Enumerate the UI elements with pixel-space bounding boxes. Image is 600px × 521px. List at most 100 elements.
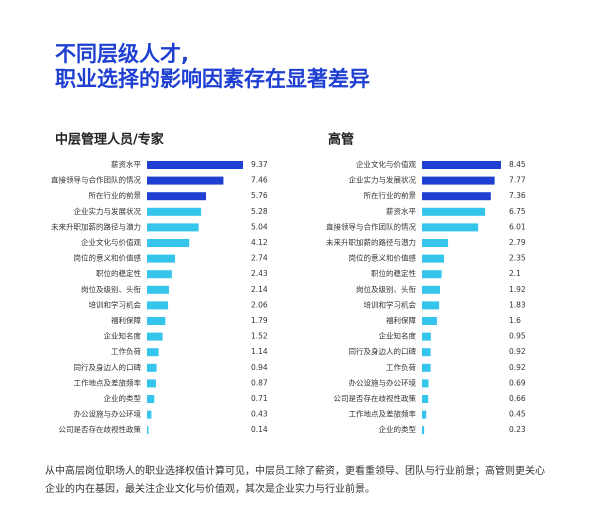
value-label: 2.14 xyxy=(251,285,268,294)
bar xyxy=(422,332,431,341)
category-label: 工作地点及差旅频率 xyxy=(349,409,417,419)
value-label: 2.35 xyxy=(509,254,526,263)
category-label: 岗位及级别、头衔 xyxy=(356,284,416,294)
bar xyxy=(147,395,155,403)
value-label: 9.37 xyxy=(251,160,268,169)
bar xyxy=(422,379,429,388)
value-label: 6.01 xyxy=(509,222,526,231)
value-label: 0.43 xyxy=(251,410,268,419)
bar xyxy=(147,426,149,435)
bar xyxy=(422,301,440,310)
bar xyxy=(147,270,172,279)
category-label: 企业实力与发展状况 xyxy=(349,175,417,185)
category-label: 所在行业的前景 xyxy=(89,190,142,200)
category-label: 企业的类型 xyxy=(379,424,417,434)
category-label: 职位的稳定性 xyxy=(371,268,416,278)
category-label: 企业文化与价值观 xyxy=(81,237,141,247)
bar xyxy=(147,332,163,341)
bar xyxy=(147,410,152,419)
category-label: 办公设施与办公环境 xyxy=(74,409,142,419)
bar xyxy=(147,223,199,232)
bar xyxy=(422,348,431,357)
category-label: 企业的类型 xyxy=(104,393,142,403)
value-label: 5.76 xyxy=(251,191,268,200)
category-label: 岗位的意义和价值感 xyxy=(349,253,417,263)
bar xyxy=(147,192,207,201)
value-label: 4.12 xyxy=(251,238,268,247)
bar xyxy=(147,254,176,263)
category-label: 岗位及级别、头衔 xyxy=(81,284,141,294)
bar xyxy=(147,363,157,372)
bar xyxy=(422,192,491,201)
value-label: 7.77 xyxy=(509,176,526,185)
category-label: 企业知名度 xyxy=(379,331,417,341)
bar xyxy=(422,426,425,435)
value-label: 0.71 xyxy=(251,394,268,403)
value-label: 7.36 xyxy=(509,191,526,200)
chart-title: 中层管理人员/专家 xyxy=(55,132,165,148)
bar xyxy=(422,176,495,185)
bar xyxy=(147,379,156,388)
category-label: 工作负荷 xyxy=(386,362,416,372)
category-label: 职位的稳定性 xyxy=(96,268,141,278)
category-label: 岗位的意义和价值感 xyxy=(74,253,142,263)
bar xyxy=(422,317,437,325)
bar xyxy=(422,223,479,232)
value-label: 0.66 xyxy=(509,394,526,403)
bar xyxy=(422,161,501,169)
category-label: 直接领导与合作团队的情况 xyxy=(326,221,416,231)
footnote-line: 企业的内在基因，最关注企业文化与价值观，其次是企业实力与行业前景。 xyxy=(45,482,375,495)
chart-title: 高管 xyxy=(328,132,354,148)
value-label: 0.94 xyxy=(251,363,268,372)
value-label: 5.28 xyxy=(251,207,268,216)
value-label: 8.45 xyxy=(509,160,526,169)
category-label: 公司是否存在歧视性政策 xyxy=(59,424,142,434)
category-label: 工作负荷 xyxy=(111,346,141,356)
bar xyxy=(147,239,190,247)
bar xyxy=(147,301,169,310)
value-label: 0.23 xyxy=(509,425,526,434)
category-label: 同行及身边人的口碑 xyxy=(349,346,417,356)
bar xyxy=(422,395,429,403)
value-label: 0.92 xyxy=(509,363,526,372)
value-label: 5.04 xyxy=(251,222,268,231)
value-label: 1.83 xyxy=(509,300,526,309)
bar xyxy=(422,239,449,247)
value-label: 1.14 xyxy=(251,347,268,356)
title-line: 职业选择的影响因素存在显著差异 xyxy=(55,67,370,91)
value-label: 2.43 xyxy=(251,269,268,278)
category-label: 所在行业的前景 xyxy=(364,190,417,200)
value-label: 0.69 xyxy=(509,378,526,387)
bar xyxy=(147,207,202,216)
category-label: 公司是否存在歧视性政策 xyxy=(334,393,417,403)
value-label: 2.74 xyxy=(251,254,268,263)
value-label: 7.46 xyxy=(251,176,268,185)
value-label: 2.1 xyxy=(509,269,521,278)
category-label: 培训和学习机会 xyxy=(364,299,417,309)
category-label: 未来升职加薪的路径与潜力 xyxy=(326,237,416,247)
value-label: 1.6 xyxy=(509,316,521,325)
value-label: 0.92 xyxy=(509,347,526,356)
category-label: 薪资水平 xyxy=(386,206,416,216)
category-label: 企业知名度 xyxy=(104,331,142,341)
category-label: 福利保障 xyxy=(111,315,141,325)
category-label: 培训和学习机会 xyxy=(89,299,142,309)
category-label: 企业文化与价值观 xyxy=(356,159,416,169)
value-label: 0.14 xyxy=(251,425,268,434)
category-label: 企业实力与发展状况 xyxy=(74,206,142,216)
value-label: 6.75 xyxy=(509,207,526,216)
value-label: 2.06 xyxy=(251,300,268,309)
bar xyxy=(422,270,442,279)
bar xyxy=(422,254,444,263)
bar xyxy=(147,317,166,325)
category-label: 未来升职加薪的路径与潜力 xyxy=(51,221,141,231)
value-label: 2.79 xyxy=(509,238,526,247)
bar xyxy=(147,161,243,169)
category-label: 直接领导与合作团队的情况 xyxy=(51,175,141,185)
bar xyxy=(422,285,440,294)
bar xyxy=(422,363,431,372)
value-label: 0.95 xyxy=(509,332,526,341)
bar xyxy=(422,410,427,419)
bar xyxy=(422,207,486,216)
